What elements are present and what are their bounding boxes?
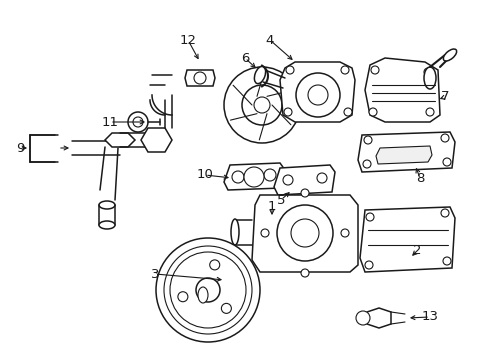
Circle shape [221, 303, 231, 314]
Circle shape [440, 134, 448, 142]
Text: 13: 13 [421, 310, 438, 324]
Polygon shape [105, 133, 135, 147]
Circle shape [423, 68, 431, 76]
Circle shape [133, 117, 142, 127]
Circle shape [363, 136, 371, 144]
Circle shape [261, 229, 268, 237]
Circle shape [364, 261, 372, 269]
Text: 9: 9 [16, 141, 24, 154]
Circle shape [242, 85, 282, 125]
Circle shape [244, 167, 264, 187]
Text: 1: 1 [267, 201, 276, 213]
Circle shape [163, 246, 251, 334]
Text: 10: 10 [196, 168, 213, 181]
Text: 2: 2 [412, 244, 420, 257]
Ellipse shape [99, 221, 115, 229]
Circle shape [365, 213, 373, 221]
Text: 4: 4 [265, 33, 274, 46]
Circle shape [440, 209, 448, 217]
Circle shape [285, 66, 293, 74]
Circle shape [284, 108, 291, 116]
Ellipse shape [254, 66, 265, 84]
Text: 8: 8 [415, 171, 423, 184]
Circle shape [301, 189, 308, 197]
Circle shape [307, 85, 327, 105]
Circle shape [231, 171, 244, 183]
Ellipse shape [230, 219, 239, 245]
Polygon shape [359, 207, 454, 272]
Circle shape [276, 205, 332, 261]
Circle shape [368, 108, 376, 116]
Circle shape [301, 269, 308, 277]
Text: 6: 6 [240, 51, 249, 64]
Circle shape [128, 112, 148, 132]
Circle shape [442, 257, 450, 265]
Circle shape [194, 72, 205, 84]
Circle shape [253, 97, 269, 113]
Text: 11: 11 [102, 116, 118, 129]
Text: 5: 5 [276, 194, 285, 207]
Circle shape [196, 278, 220, 302]
Circle shape [340, 66, 348, 74]
Circle shape [170, 252, 245, 328]
Polygon shape [280, 62, 354, 122]
Circle shape [224, 67, 299, 143]
Polygon shape [251, 195, 357, 272]
Polygon shape [364, 58, 439, 122]
Circle shape [425, 108, 433, 116]
Circle shape [295, 73, 339, 117]
Circle shape [264, 169, 275, 181]
Circle shape [156, 238, 260, 342]
Polygon shape [273, 165, 334, 195]
Polygon shape [141, 128, 172, 152]
Circle shape [316, 173, 326, 183]
Polygon shape [224, 163, 285, 190]
Circle shape [340, 229, 348, 237]
Ellipse shape [423, 67, 435, 89]
Ellipse shape [99, 201, 115, 209]
Text: 12: 12 [179, 33, 196, 46]
Polygon shape [184, 70, 215, 86]
Circle shape [209, 260, 219, 270]
Circle shape [442, 158, 450, 166]
Text: 7: 7 [440, 90, 448, 104]
Circle shape [370, 66, 378, 74]
Polygon shape [357, 132, 454, 172]
Circle shape [362, 160, 370, 168]
Circle shape [290, 219, 318, 247]
Circle shape [343, 108, 351, 116]
Ellipse shape [443, 49, 456, 61]
Text: 3: 3 [150, 267, 159, 280]
Circle shape [283, 175, 292, 185]
Ellipse shape [198, 287, 207, 303]
Polygon shape [375, 146, 431, 164]
Circle shape [178, 292, 187, 302]
Circle shape [355, 311, 369, 325]
Polygon shape [366, 308, 390, 328]
